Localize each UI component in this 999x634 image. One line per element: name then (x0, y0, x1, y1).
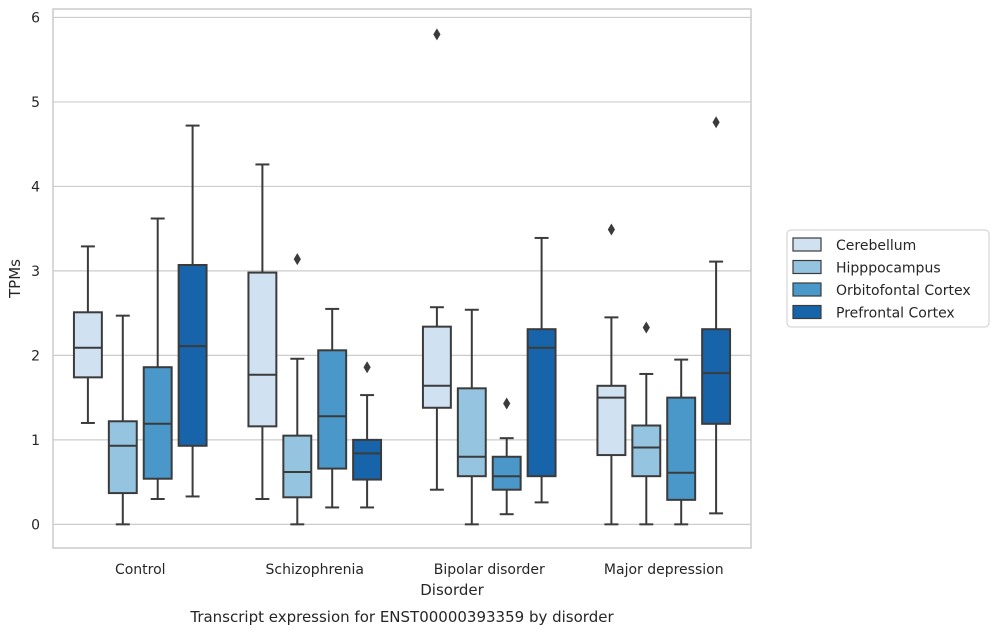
y-tick-label: 5 (31, 95, 40, 111)
y-axis-label: TPMs (6, 259, 24, 299)
legend-item: Hipppocampus (792, 259, 941, 277)
box-cerebellum (421, 28, 452, 491)
box-cerebellum (247, 163, 278, 500)
y-tick-label: 3 (31, 264, 40, 280)
y-tick-label: 2 (31, 348, 40, 364)
legend-label: Cerebellum (836, 238, 916, 254)
y-axis-ticks: 0 1 2 3 4 5 6 (31, 10, 40, 533)
box-hipppocampus (282, 253, 313, 526)
x-tick-label: Major depression (604, 562, 724, 578)
box-iqr (72, 311, 103, 379)
legend-item: Orbitofontal Cortex (792, 282, 971, 299)
chart-caption: Transcript expression for ENST0000039335… (189, 608, 614, 626)
outlier-point (607, 223, 615, 236)
box-iqr (247, 271, 278, 428)
x-tick-label: Bipolar disorder (434, 562, 545, 578)
box-iqr (107, 420, 138, 495)
outlier-point (503, 397, 511, 410)
box-hipppocampus (631, 321, 662, 526)
box-hipppocampus (107, 314, 138, 526)
box-iqr (701, 328, 732, 425)
legend-label: Orbitofontal Cortex (836, 283, 971, 299)
box-iqr (526, 328, 557, 478)
box-iqr (666, 396, 697, 501)
box-prefrontal-cortex (177, 124, 208, 498)
outlier-point (642, 321, 650, 334)
boxes (72, 28, 732, 526)
box-iqr (631, 424, 662, 478)
box-prefrontal-cortex (352, 361, 383, 509)
y-tick-label: 6 (31, 10, 40, 26)
x-axis-label: Disorder (420, 581, 484, 599)
box-orbitofontal-cortex (666, 358, 697, 526)
legend-item: Cerebellum (792, 237, 916, 254)
legend-swatch (792, 282, 822, 297)
legend-label: Prefrontal Cortex (836, 306, 955, 322)
legend: Cerebellum Hipppocampus Orbitofontal Corte… (786, 229, 990, 328)
x-axis-ticks: Control Schizophrenia Bipolar disorder Majo… (115, 562, 724, 578)
outlier-point (433, 28, 441, 41)
box-orbitofontal-cortex (317, 307, 348, 509)
box-iqr (282, 434, 313, 499)
legend-frame (786, 229, 990, 328)
box-prefrontal-cortex (701, 116, 732, 515)
outlier-point (363, 361, 371, 374)
box-cerebellum (596, 223, 627, 526)
box-cerebellum (72, 245, 103, 424)
x-tick-label: Schizophrenia (266, 562, 364, 578)
legend-swatch (792, 237, 822, 252)
box-iqr (491, 455, 522, 491)
box-orbitofontal-cortex (491, 397, 522, 516)
box-iqr (317, 349, 348, 470)
box-iqr (352, 438, 383, 481)
y-tick-label: 1 (31, 433, 40, 449)
box-prefrontal-cortex (526, 236, 557, 504)
box-hipppocampus (456, 308, 487, 526)
box-iqr (421, 325, 452, 409)
legend-label: Hipppocampus (836, 261, 941, 277)
legend-item: Prefrontal Cortex (792, 304, 955, 322)
x-tick-label: Control (115, 562, 166, 578)
box-orbitofontal-cortex (142, 217, 173, 500)
legend-swatch (792, 304, 822, 320)
y-tick-label: 0 (31, 517, 40, 533)
box-iqr (456, 387, 487, 478)
outlier-point (293, 253, 301, 266)
box-iqr (177, 263, 208, 447)
plot-frame (52, 8, 752, 549)
box-iqr (596, 384, 627, 457)
y-tick-label: 4 (31, 179, 40, 195)
outlier-point (712, 116, 720, 129)
legend-swatch (792, 259, 822, 275)
